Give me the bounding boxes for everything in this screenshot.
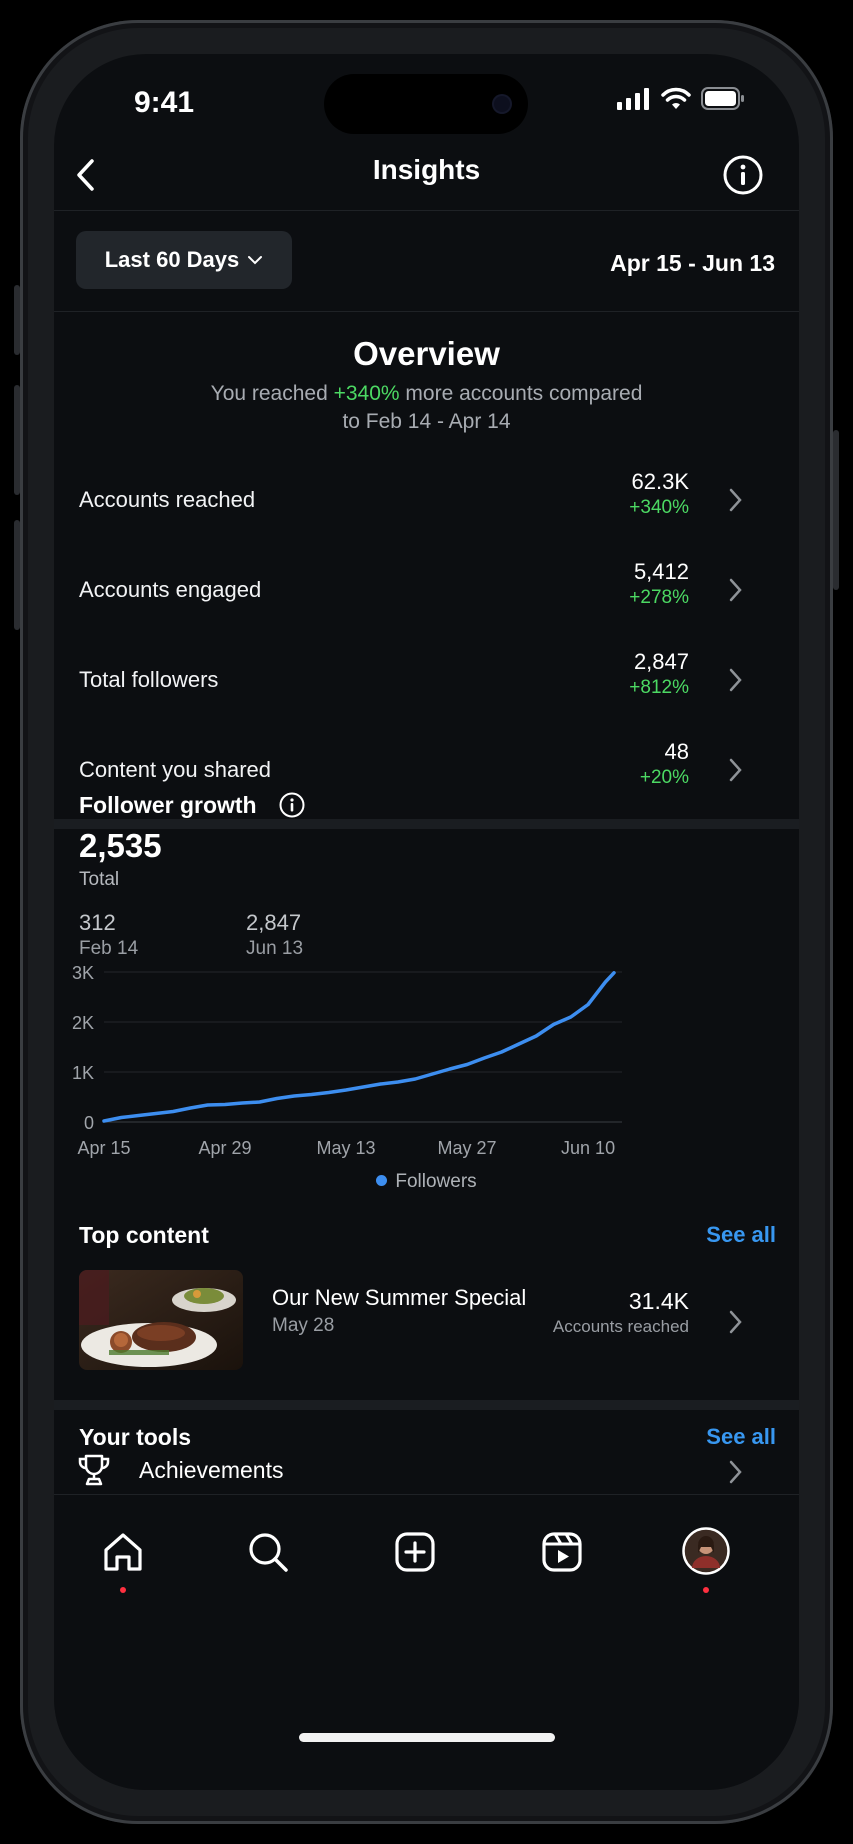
y-tick-label: 1K	[72, 1063, 94, 1083]
battery-icon	[701, 87, 744, 110]
chevron-right-icon[interactable]	[728, 1459, 744, 1485]
metric-change: +278%	[629, 587, 689, 608]
metric-value: 62.3K	[631, 469, 690, 494]
tool-achievements-label[interactable]: Achievements	[139, 1457, 284, 1483]
notification-dot	[120, 1587, 126, 1593]
power-button	[833, 430, 839, 590]
metric-label: Accounts engaged	[79, 577, 262, 602]
volume-down-button	[14, 520, 20, 630]
start-date: Feb 14	[79, 938, 139, 959]
metric-change: +20%	[639, 767, 689, 788]
metric-change: +812%	[629, 677, 689, 698]
metric-label: Accounts reached	[79, 487, 256, 512]
screen: 9:41 Insights Last 60 Days Apr	[54, 54, 799, 1790]
chevron-right-icon	[729, 488, 742, 512]
metric-row-accounts-engaged[interactable]: Accounts engaged 5,412 +278%	[54, 545, 799, 635]
dynamic-island	[324, 74, 528, 134]
metric-value: 48	[664, 739, 689, 764]
reels-icon[interactable]	[540, 1530, 584, 1574]
top-content-item-value: 31.4K	[628, 1288, 689, 1314]
info-icon[interactable]	[278, 791, 306, 819]
summary-prefix: You reached	[210, 382, 334, 405]
overview-title: Overview	[353, 335, 500, 372]
chevron-right-icon	[729, 578, 742, 602]
date-range-dropdown[interactable]: Last 60 Days	[76, 231, 292, 289]
x-tick-label: May 27	[438, 1138, 497, 1158]
metric-row-total-followers[interactable]: Total followers 2,847 +812%	[54, 635, 799, 725]
chevron-right-icon[interactable]	[728, 1309, 744, 1335]
overview-summary: You reached +340% more accounts compared…	[54, 380, 799, 436]
create-icon[interactable]	[393, 1530, 437, 1574]
x-tick-label: May 13	[317, 1138, 376, 1158]
tools-see-all-link[interactable]: See all	[706, 1424, 776, 1449]
home-indicator	[299, 1733, 555, 1742]
section-separator	[54, 1400, 799, 1410]
header-divider	[54, 210, 799, 211]
follower-growth-chart: 0 1K 2K 3K Apr 15 Apr 29 May 13 May 27 Jun 10	[72, 963, 622, 1158]
metric-row-accounts-reached[interactable]: Accounts reached 62.3K +340%	[54, 455, 799, 545]
back-icon[interactable]	[72, 157, 102, 193]
top-content-title: Top content	[79, 1222, 209, 1248]
date-range-text: Apr 15 - Jun 13	[610, 250, 775, 276]
summary-line2: to Feb 14 - Apr 14	[342, 410, 511, 433]
home-icon[interactable]	[101, 1530, 145, 1574]
metric-change: +340%	[629, 497, 689, 518]
status-time: 9:41	[134, 86, 195, 119]
follower-total-value: 2,535	[79, 827, 162, 864]
x-tick-label: Apr 15	[77, 1138, 130, 1158]
follower-growth-title: Follower growth	[79, 792, 257, 818]
chart-legend: Followers	[54, 1171, 799, 1193]
x-tick-label: Jun 10	[561, 1138, 615, 1158]
metric-value: 5,412	[633, 559, 689, 584]
top-content-item-date: May 28	[272, 1315, 335, 1336]
wifi-icon	[661, 87, 691, 109]
top-content-see-all-link[interactable]: See all	[706, 1222, 776, 1247]
top-content-thumbnail[interactable]	[79, 1270, 243, 1370]
notification-dot	[703, 1587, 709, 1593]
filter-divider	[54, 311, 799, 312]
start-value: 312	[79, 910, 116, 935]
metric-row-content-shared[interactable]: Content you shared 48 +20%	[54, 725, 799, 815]
top-content-item-value-label: Accounts reached	[552, 1317, 689, 1336]
end-value: 2,847	[246, 910, 302, 935]
end-date: Jun 13	[246, 938, 304, 959]
x-tick-label: Apr 29	[198, 1138, 251, 1158]
top-content-item-title[interactable]: Our New Summer Special	[272, 1285, 527, 1310]
series-line-followers	[102, 971, 616, 1123]
chevron-right-icon	[729, 758, 742, 782]
profile-avatar[interactable]	[682, 1527, 730, 1575]
volume-up-button	[14, 385, 20, 495]
follower-total-label: Total	[79, 869, 120, 890]
metric-label: Content you shared	[79, 757, 272, 782]
trophy-icon	[78, 1454, 110, 1486]
mute-switch	[14, 285, 20, 355]
summary-suffix: more accounts compared	[399, 382, 643, 405]
summary-highlight: +340%	[333, 382, 400, 405]
chevron-down-icon	[248, 256, 263, 265]
y-tick-label: 2K	[72, 1013, 94, 1033]
info-icon[interactable]	[722, 154, 764, 196]
signal-icon	[617, 88, 649, 110]
section-separator	[54, 819, 799, 829]
date-range-label: Last 60 Days	[104, 247, 240, 272]
legend-label: Followers	[395, 1171, 477, 1192]
tab-bar	[54, 1494, 799, 1790]
y-tick-label: 3K	[72, 963, 94, 983]
legend-swatch	[376, 1175, 388, 1186]
tools-title: Your tools	[79, 1424, 192, 1450]
metric-value: 2,847	[633, 649, 689, 674]
y-tick-label: 0	[84, 1113, 94, 1133]
search-icon[interactable]	[246, 1530, 290, 1574]
chevron-right-icon	[729, 668, 742, 692]
page-title: Insights	[372, 154, 481, 185]
metric-label: Total followers	[79, 667, 219, 692]
